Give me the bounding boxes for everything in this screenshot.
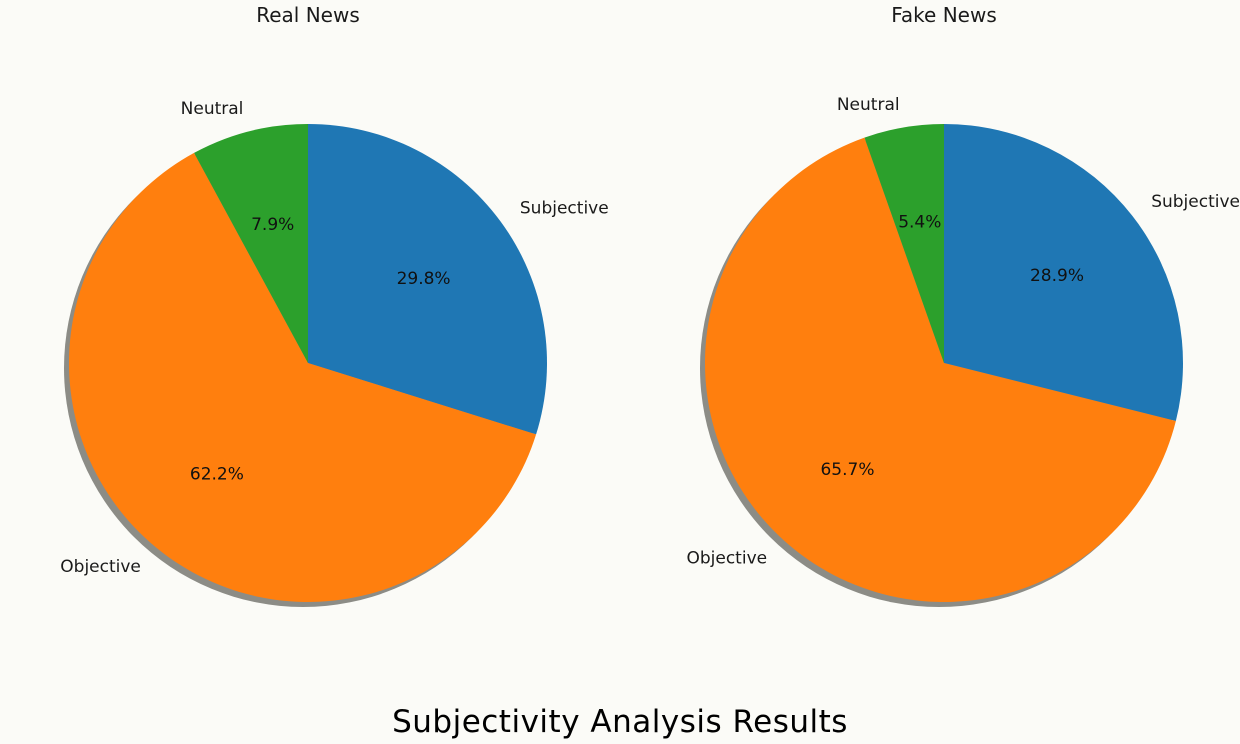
fake-news-slice-label-objective: Objective xyxy=(686,548,767,568)
fake-news-slice-neutral xyxy=(864,124,944,363)
fake-news-slice-objective xyxy=(704,137,1176,603)
fake-news-pct-label-neutral: 5.4% xyxy=(898,213,941,233)
figure-caption: Subjectivity Analysis Results xyxy=(392,704,848,740)
fake-news-pie-chart: Fake News 28.9% Subjective 65.7% Objective 5.… xyxy=(686,3,1240,607)
real-news-chart-title: Real News xyxy=(256,3,360,27)
real-news-pie-chart: Real News 29.8% Subjective 62.2% Objective 7.… xyxy=(60,3,609,607)
real-news-slice-objective xyxy=(69,152,537,602)
real-news-slice-label-objective: Objective xyxy=(60,557,141,577)
fake-news-slice-label-subjective: Subjective xyxy=(1151,192,1240,212)
real-news-slice-label-subjective: Subjective xyxy=(520,198,609,218)
real-news-pct-label-objective: 62.2% xyxy=(190,465,244,485)
real-news-slice-label-neutral: Neutral xyxy=(181,99,244,119)
fake-news-pct-label-subjective: 28.9% xyxy=(1030,266,1084,286)
fake-news-pct-label-objective: 65.7% xyxy=(820,460,874,480)
real-news-pct-label-neutral: 7.9% xyxy=(251,215,294,235)
real-news-slice-subjective xyxy=(308,124,548,435)
fake-news-chart-title: Fake News xyxy=(891,3,997,27)
fake-news-slice-label-neutral: Neutral xyxy=(837,95,900,115)
real-news-pct-label-subjective: 29.8% xyxy=(397,269,451,289)
real-news-slice-neutral xyxy=(194,124,308,363)
fake-news-slice-subjective xyxy=(944,124,1183,421)
